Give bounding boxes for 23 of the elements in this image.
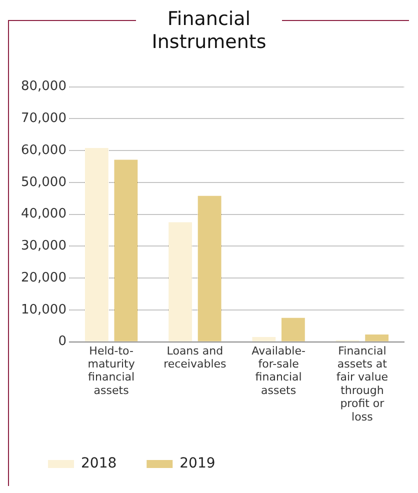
bar — [365, 334, 389, 342]
legend-label: 2019 — [180, 456, 216, 472]
x-tick-label: Held-to-maturity financial assets — [88, 344, 136, 397]
y-tick-label: 20,000 — [20, 270, 66, 286]
y-tick-label: 80,000 — [20, 79, 66, 94]
x-tick-label: Loans and receivables — [164, 344, 227, 370]
y-tick-label: 60,000 — [20, 142, 66, 158]
legend-label: 2018 — [81, 456, 117, 472]
bar — [168, 222, 192, 342]
bar — [84, 148, 108, 342]
x-tick-label: Available-for-sale financial assets — [252, 344, 306, 397]
x-tick-label: Financial assets at fair value through profit or loss — [336, 344, 388, 424]
y-tick-label: 40,000 — [20, 206, 66, 222]
y-tick-label: 70,000 — [20, 111, 66, 126]
y-tick-label: 50,000 — [20, 174, 66, 190]
bar — [252, 337, 276, 342]
bar — [114, 160, 138, 342]
y-tick-label: 30,000 — [20, 238, 66, 254]
y-tick-label: 0 — [58, 334, 66, 350]
chart-title: Financial Instruments — [136, 8, 282, 54]
bar — [281, 318, 305, 342]
y-tick-label: 10,000 — [20, 302, 66, 318]
bar — [198, 196, 222, 342]
